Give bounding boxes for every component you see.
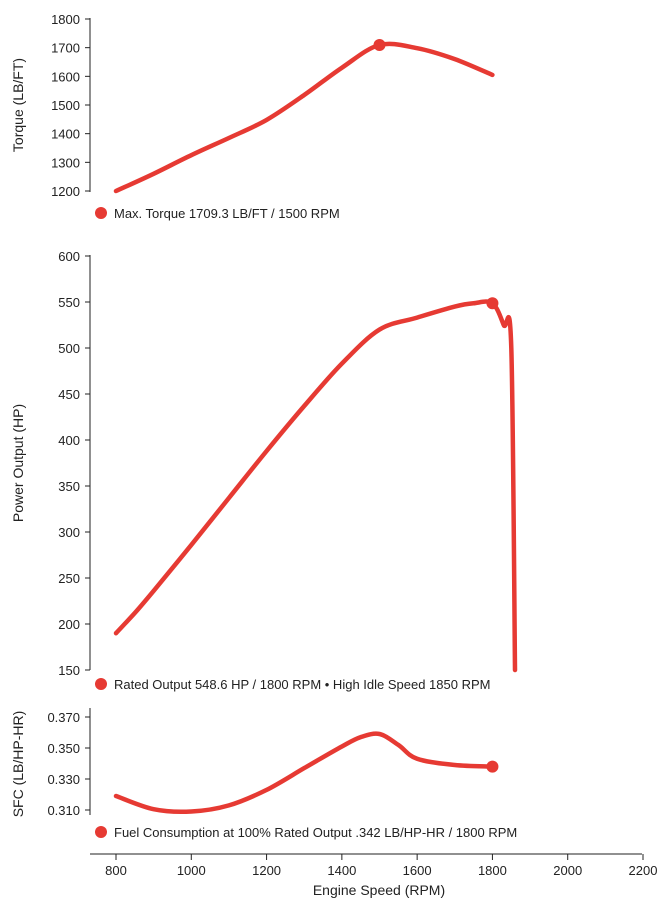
- power-y-tick-label: 250: [58, 571, 80, 586]
- x-ticks: 800 1000 1200 1400 1600 1800 2000 2200: [105, 854, 657, 878]
- sfc-y-ticks: 0.370 0.350 0.330 0.310: [47, 710, 90, 818]
- sfc-y-tick-label: 0.370: [47, 710, 80, 725]
- x-tick-label: 1600: [403, 863, 432, 878]
- power-y-tick-label: 550: [58, 295, 80, 310]
- rated-output-marker: [486, 297, 499, 310]
- x-tick-label: 2000: [553, 863, 582, 878]
- torque-y-tick-label: 1300: [51, 155, 80, 170]
- x-tick-label: 1400: [327, 863, 356, 878]
- torque-y-tick-label: 1200: [51, 184, 80, 199]
- torque-y-tick-label: 1400: [51, 127, 80, 142]
- power-y-ticks: 600 550 500 450 400 350 300 250 200 150: [58, 249, 90, 678]
- sfc-y-axis-title: SFC (LB/HP-HR): [10, 711, 26, 818]
- power-y-tick-label: 450: [58, 387, 80, 402]
- sfc-curve: [113, 731, 495, 815]
- torque-curve: [113, 41, 495, 194]
- torque-y-tick-label: 1800: [51, 12, 80, 27]
- sfc-legend-dot: [95, 826, 107, 838]
- x-axis-title: Engine Speed (RPM): [313, 882, 445, 898]
- sfc-panel: 0.370 0.350 0.330 0.310 SFC (LB/HP-HR) Fuel…: [10, 708, 657, 898]
- sfc-y-tick-label: 0.330: [47, 772, 80, 787]
- x-tick-label: 1200: [252, 863, 281, 878]
- torque-y-tick-label: 1700: [51, 41, 80, 56]
- rated-output-annotation: Rated Output 548.6 HP / 1800 RPM • High …: [114, 677, 490, 692]
- sfc-y-tick-label: 0.350: [47, 741, 80, 756]
- fuel-consumption-marker: [486, 760, 499, 773]
- x-tick-label: 2200: [629, 863, 658, 878]
- torque-y-axis-title: Torque (LB/FT): [10, 58, 26, 152]
- max-torque-marker: [373, 39, 386, 52]
- torque-y-tick-label: 1600: [51, 69, 80, 84]
- fuel-consumption-annotation: Fuel Consumption at 100% Rated Output .3…: [114, 825, 517, 840]
- power-panel: 600 550 500 450 400 350 300 250 200 150 Power Out…: [10, 249, 518, 692]
- power-y-tick-label: 600: [58, 249, 80, 264]
- max-torque-annotation: Max. Torque 1709.3 LB/FT / 1500 RPM: [114, 206, 340, 221]
- power-legend-dot: [95, 678, 107, 690]
- sfc-y-tick-label: 0.310: [47, 803, 80, 818]
- power-y-tick-label: 350: [58, 479, 80, 494]
- torque-panel: 1800 1700 1600 1500 1400 1300 1200 Torque (LB/…: [10, 12, 495, 221]
- torque-y-tick-label: 1500: [51, 98, 80, 113]
- x-tick-label: 800: [105, 863, 127, 878]
- power-y-tick-label: 400: [58, 433, 80, 448]
- torque-y-ticks: 1800 1700 1600 1500 1400 1300 1200: [51, 12, 90, 199]
- x-tick-label: 1000: [177, 863, 206, 878]
- power-y-tick-label: 500: [58, 341, 80, 356]
- x-tick-label: 1800: [478, 863, 507, 878]
- power-y-axis-title: Power Output (HP): [10, 404, 26, 522]
- power-y-tick-label: 200: [58, 617, 80, 632]
- power-y-tick-label: 300: [58, 525, 80, 540]
- power-curve: [113, 299, 518, 673]
- power-y-tick-label: 150: [58, 663, 80, 678]
- torque-legend-dot: [95, 207, 107, 219]
